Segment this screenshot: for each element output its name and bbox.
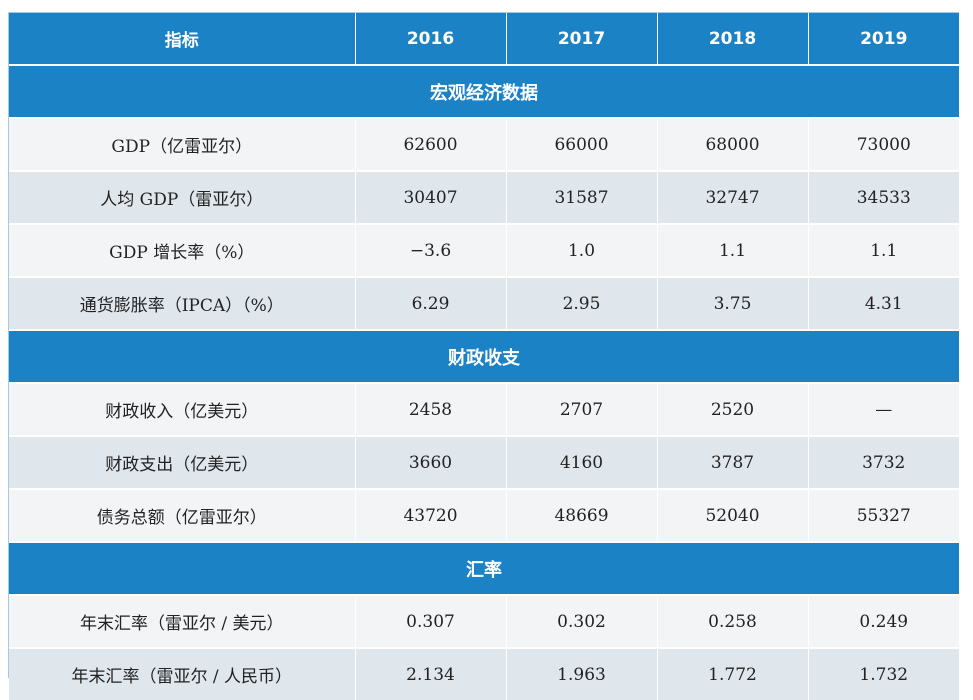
- table-header-row: 指标 2016 2017 2018 2019: [9, 13, 959, 65]
- cell-value: 48669: [505, 488, 657, 542]
- cell-value: 73000: [807, 117, 959, 171]
- header-year-2018: 2018: [656, 13, 808, 65]
- cell-value: 4.31: [807, 276, 959, 330]
- table-row: 债务总额（亿雷亚尔） 43720 48669 52040 55327: [9, 488, 959, 542]
- row-label: 人均 GDP（雷亚尔）: [9, 170, 355, 224]
- row-label: 年末汇率（雷亚尔 / 美元）: [9, 594, 355, 648]
- cell-value: 34533: [807, 170, 959, 224]
- header-year-2019: 2019: [807, 13, 959, 65]
- row-label: 债务总额（亿雷亚尔）: [9, 488, 355, 542]
- table-row: 人均 GDP（雷亚尔） 30407 31587 32747 34533: [9, 170, 959, 224]
- cell-value: —: [807, 382, 959, 436]
- cell-value: 2520: [656, 382, 808, 436]
- cell-value: 0.302: [505, 594, 657, 648]
- section-header-macro: 宏观经济数据: [9, 64, 959, 118]
- cell-value: 1.0: [505, 223, 657, 277]
- indicator-table-container: 指标 2016 2017 2018 2019 宏观经济数据 GDP（亿雷亚尔） …: [8, 12, 959, 700]
- cell-value: 3660: [354, 435, 506, 489]
- table-row: GDP（亿雷亚尔） 62600 66000 68000 73000: [9, 117, 959, 171]
- section-header-fiscal: 财政收支: [9, 329, 959, 383]
- cell-value: 43720: [354, 488, 506, 542]
- header-indicator: 指标: [9, 13, 355, 65]
- cell-value: 66000: [505, 117, 657, 171]
- row-label: 通货膨胀率（IPCA）（%）: [9, 276, 355, 330]
- table-row: 财政支出（亿美元） 3660 4160 3787 3732: [9, 435, 959, 489]
- header-year-2017: 2017: [505, 13, 657, 65]
- table-row: 年末汇率（雷亚尔 / 美元） 0.307 0.302 0.258 0.249: [9, 594, 959, 648]
- table-row: GDP 增长率（%） −3.6 1.0 1.1 1.1: [9, 223, 959, 277]
- cell-value: 1.772: [656, 647, 808, 700]
- cell-value: 1.1: [807, 223, 959, 277]
- row-label: GDP 增长率（%）: [9, 223, 355, 277]
- cell-value: 1.1: [656, 223, 808, 277]
- cell-value: 2.134: [354, 647, 506, 700]
- header-year-2016: 2016: [354, 13, 506, 65]
- section-title: 宏观经济数据: [9, 64, 959, 118]
- cell-value: 30407: [354, 170, 506, 224]
- cell-value: 0.258: [656, 594, 808, 648]
- cell-value: 1.963: [505, 647, 657, 700]
- cell-value: 68000: [656, 117, 808, 171]
- cell-value: 0.307: [354, 594, 506, 648]
- cell-value: −3.6: [354, 223, 506, 277]
- cell-value: 6.29: [354, 276, 506, 330]
- cell-value: 32747: [656, 170, 808, 224]
- cell-value: 55327: [807, 488, 959, 542]
- table-row: 年末汇率（雷亚尔 / 人民币） 2.134 1.963 1.772 1.732: [9, 647, 959, 700]
- table-row: 财政收入（亿美元） 2458 2707 2520 —: [9, 382, 959, 436]
- section-title: 汇率: [9, 541, 959, 595]
- table-row: 通货膨胀率（IPCA）（%） 6.29 2.95 3.75 4.31: [9, 276, 959, 330]
- row-label: GDP（亿雷亚尔）: [9, 117, 355, 171]
- cell-value: 52040: [656, 488, 808, 542]
- cell-value: 1.732: [807, 647, 959, 700]
- cell-value: 2458: [354, 382, 506, 436]
- row-label: 财政收入（亿美元）: [9, 382, 355, 436]
- cell-value: 3732: [807, 435, 959, 489]
- indicator-table: 指标 2016 2017 2018 2019 宏观经济数据 GDP（亿雷亚尔） …: [9, 13, 959, 700]
- cell-value: 4160: [505, 435, 657, 489]
- cell-value: 2.95: [505, 276, 657, 330]
- cell-value: 3.75: [656, 276, 808, 330]
- cell-value: 0.249: [807, 594, 959, 648]
- section-title: 财政收支: [9, 329, 959, 383]
- cell-value: 3787: [656, 435, 808, 489]
- cell-value: 2707: [505, 382, 657, 436]
- row-label: 财政支出（亿美元）: [9, 435, 355, 489]
- cell-value: 62600: [354, 117, 506, 171]
- section-header-exchange-rate: 汇率: [9, 541, 959, 595]
- cell-value: 31587: [505, 170, 657, 224]
- row-label: 年末汇率（雷亚尔 / 人民币）: [9, 647, 355, 700]
